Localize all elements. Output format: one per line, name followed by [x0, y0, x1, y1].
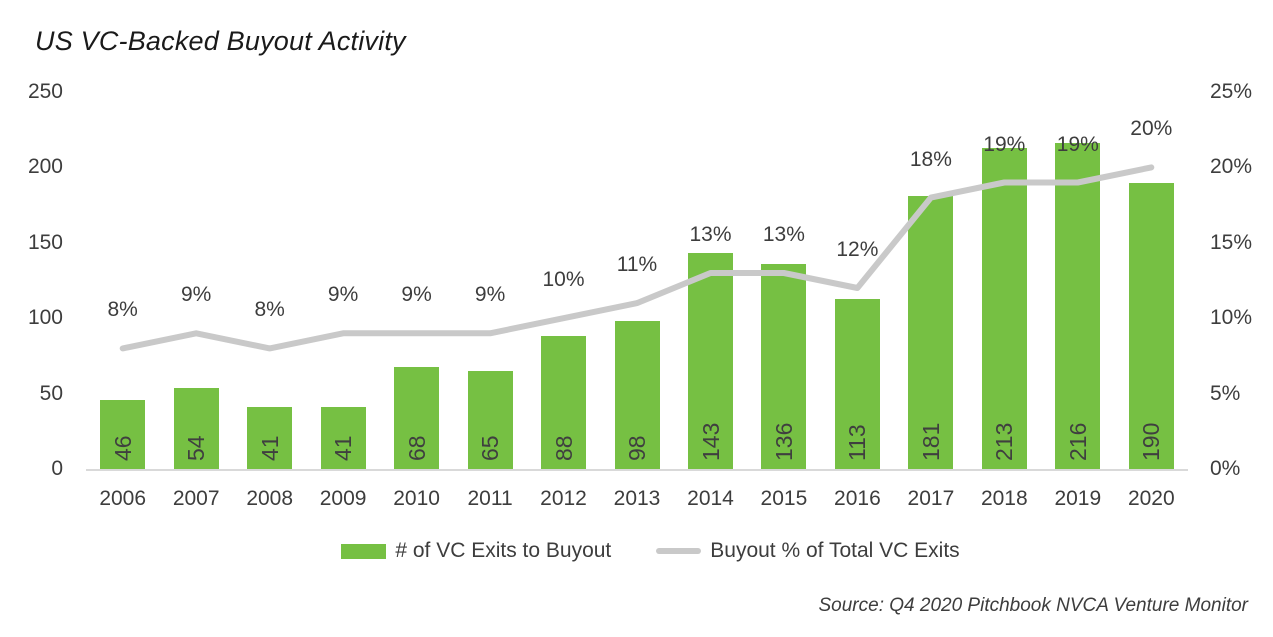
line-value-label: 18% [909, 147, 952, 171]
x-tick-2015: 2015 [760, 487, 808, 510]
source-note: Source: Q4 2020 Pitchbook NVCA Venture M… [818, 595, 1249, 616]
bar-2011: 65 [467, 371, 513, 469]
legend-item-bars: # of VC Exits to Buyout [341, 539, 611, 563]
legend: # of VC Exits to Buyout Buyout % of Tota… [14, 539, 1273, 563]
bar-2017: 181 [908, 196, 954, 469]
line-value-label: 10% [542, 268, 585, 292]
line-series-svg [119, 164, 1155, 352]
bar-2009: 41 [320, 407, 366, 469]
chart-title: US VC-Backed Buyout Activity [35, 26, 406, 56]
x-tick-2019: 2019 [1054, 487, 1102, 510]
x-tick-2011: 2011 [467, 487, 513, 510]
line-value-label: 12% [836, 238, 879, 261]
bar-2016: 113 [834, 298, 880, 469]
x-tick-2013: 2013 [613, 487, 661, 510]
legend-line-swatch [656, 548, 702, 554]
x-tick-2012: 2012 [540, 487, 587, 510]
bar-2008: 41 [247, 407, 293, 469]
x-tick-2008: 2008 [246, 487, 294, 510]
left-axis-tick-0: 0 [51, 457, 63, 480]
legend-bar-swatch [341, 543, 387, 559]
left-axis-tick-250: 250 [27, 80, 63, 103]
line-value-label: 9% [181, 283, 212, 307]
bar-2013: 98 [614, 321, 660, 469]
x-tick-2007: 2007 [172, 487, 220, 510]
x-tick-2020: 2020 [1127, 487, 1175, 510]
bar-2014: 143 [688, 253, 733, 469]
buyout-pct-line [119, 164, 1155, 352]
bar-2007: 54 [173, 387, 219, 469]
left-axis-tick-100: 100 [27, 306, 63, 330]
bar-2012: 88 [541, 336, 586, 469]
bar-2019: 216 [1055, 143, 1101, 469]
x-tick-2016: 2016 [834, 487, 881, 510]
line-value-label: 11% [616, 253, 658, 277]
line-value-label: 9% [474, 283, 506, 307]
x-tick-2018: 2018 [980, 487, 1028, 510]
line-value-label: 13% [689, 223, 732, 246]
x-tick-2014: 2014 [687, 487, 734, 510]
line-value-label: 9% [401, 283, 432, 307]
plot-area: 46 54 41 41 68 65 88 98 143 136 113 181 213 216 190 8% 9… [86, 92, 1188, 471]
bar-2015: 136 [761, 263, 807, 469]
right-axis-tick-20%: 20% [1210, 155, 1253, 179]
x-tick-2010: 2010 [393, 487, 440, 510]
right-axis-tick-10%: 10% [1210, 306, 1253, 330]
bar-2010: 68 [394, 366, 440, 469]
legend-line-label: Buyout % of Total VC Exits [710, 539, 960, 562]
right-axis-tick-25%: 25% [1210, 80, 1253, 103]
bar-2018: 213 [981, 147, 1027, 469]
right-axis-tick-15%: 15% [1210, 230, 1253, 254]
x-tick-2017: 2017 [907, 487, 955, 510]
line-value-label: 13% [762, 223, 805, 246]
line-value-label: 8% [254, 298, 285, 322]
left-axis-tick-50: 50 [39, 381, 63, 405]
line-value-label: 8% [107, 298, 138, 322]
line-value-label: 20% [1130, 117, 1173, 141]
line-value-label: 19% [1056, 132, 1099, 156]
bar-2020: 190 [1128, 182, 1174, 469]
right-axis-tick-5%: 5% [1210, 381, 1241, 405]
line-value-label: 9% [327, 283, 359, 307]
x-tick-2009: 2009 [319, 487, 367, 510]
bar-2006: 46 [100, 399, 146, 469]
right-axis-tick-0%: 0% [1210, 457, 1241, 480]
line-value-label: 19% [983, 132, 1026, 156]
x-tick-2006: 2006 [99, 487, 147, 510]
legend-item-line: Buyout % of Total VC Exits [656, 539, 960, 563]
left-axis-tick-200: 200 [27, 155, 63, 179]
legend-bar-label: # of VC Exits to Buyout [395, 539, 612, 562]
left-axis-tick-150: 150 [27, 230, 63, 254]
